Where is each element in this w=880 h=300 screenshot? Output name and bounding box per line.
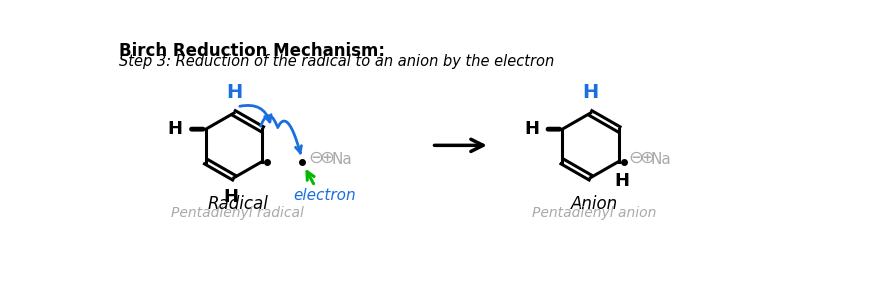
Text: ⊖: ⊖ <box>629 149 644 167</box>
Text: Birch Reduction Mechanism:: Birch Reduction Mechanism: <box>120 42 385 60</box>
Text: H: H <box>226 83 242 102</box>
Text: ⊕: ⊕ <box>640 149 655 167</box>
Text: ⊕: ⊕ <box>319 149 334 167</box>
Text: Pentadienyl anion: Pentadienyl anion <box>532 206 656 220</box>
Text: H: H <box>524 120 539 138</box>
Text: H: H <box>167 120 182 138</box>
Text: Na: Na <box>331 152 352 167</box>
Text: Anion: Anion <box>571 195 618 213</box>
Text: Pentadienyl radical: Pentadienyl radical <box>172 206 304 220</box>
Text: Radical: Radical <box>208 195 268 213</box>
Text: Na: Na <box>650 152 671 167</box>
Text: H: H <box>614 172 629 190</box>
Text: electron: electron <box>293 188 356 203</box>
Text: ⊖: ⊖ <box>309 149 324 167</box>
Text: H: H <box>224 188 238 206</box>
Text: Step 3: Reduction of the radical to an anion by the electron: Step 3: Reduction of the radical to an a… <box>120 55 554 70</box>
Text: H: H <box>583 83 598 102</box>
